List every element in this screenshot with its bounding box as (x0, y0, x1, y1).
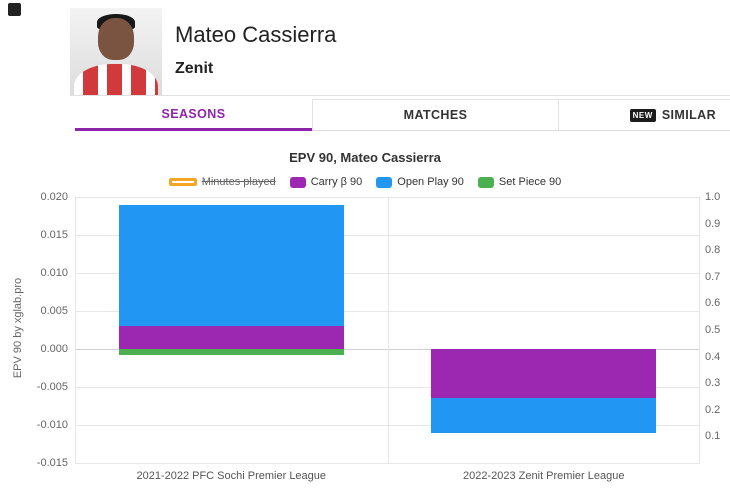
right-tick-label: 0.7 (705, 270, 721, 283)
legend-label: Minutes played (201, 176, 276, 188)
gridline-v (699, 197, 700, 463)
tab-matches-label: MATCHES (403, 108, 468, 122)
new-badge: NEW (629, 108, 656, 122)
chart-legend: Minutes played Carry β 90 Open Play 90 Set … (0, 176, 730, 188)
legend-swatch-icon (477, 176, 494, 188)
y-tick-label: 0.000 (40, 343, 68, 355)
bar-segment-carry-90[interactable] (431, 349, 657, 399)
x-axis-label: 2021-2022 PFC Sochi Premier League (136, 470, 327, 482)
legend-label: Open Play 90 (397, 176, 464, 188)
bar-segment-carry-90[interactable] (118, 326, 344, 349)
x-axis-label: 2022-2023 Zenit Premier League (463, 470, 625, 482)
legend-swatch-icon (289, 176, 306, 188)
legend-item-minutes-played[interactable]: Minutes played (168, 176, 276, 188)
app-logo-icon (8, 3, 21, 16)
legend-label: Set Piece 90 (498, 176, 562, 188)
tab-seasons-label: SEASONS (161, 106, 226, 121)
right-tick-label: 1.0 (705, 191, 721, 203)
tab-bar: SEASONS MATCHES NEW SIMILAR (75, 99, 730, 131)
y-tick-label: 0.015 (40, 229, 68, 241)
gridline-h (75, 463, 700, 464)
gridline-v (387, 197, 389, 463)
tab-similar-label: SIMILAR (661, 108, 716, 122)
legend-item-open-play-90[interactable]: Open Play 90 (376, 176, 464, 188)
bar-segment-open-play-90[interactable] (118, 204, 344, 327)
y-tick-label: -0.015 (36, 457, 68, 469)
photo-shirt (74, 64, 158, 96)
right-tick-label: 0.5 (705, 324, 721, 336)
y-tick-label: 0.010 (40, 267, 68, 279)
player-team: Zenit (175, 60, 214, 77)
right-tick-label: 0.3 (705, 377, 721, 390)
right-tick-label: 0.1 (705, 430, 721, 443)
tab-matches[interactable]: MATCHES (312, 99, 558, 131)
y-tick-label: -0.005 (36, 381, 68, 393)
photo-face (98, 18, 134, 60)
chart-title: EPV 90, Mateo Cassierra (289, 150, 441, 165)
plot-area (75, 197, 700, 464)
right-tick-label: 0.4 (705, 350, 721, 363)
legend-label: Carry β 90 (310, 176, 363, 188)
y-axis-right: 1.0 0.9 0.8 0.7 0.6 0.5 0.4 0.3 0.2 0.1 (705, 191, 730, 463)
legend-swatch-icon (376, 176, 393, 188)
gridline-v (75, 197, 76, 463)
legend-swatch-icon (168, 178, 197, 186)
player-photo (70, 8, 162, 96)
y-tick-label: 0.020 (40, 191, 68, 203)
right-tick-label: 0.6 (705, 297, 721, 310)
right-tick-label: 0.8 (705, 244, 721, 257)
player-name: Mateo Cassierra (175, 22, 337, 47)
legend-item-set-piece-90[interactable]: Set Piece 90 (477, 176, 562, 188)
right-tick-label: 0.2 (705, 403, 721, 416)
x-axis-labels: 2021-2022 PFC Sochi Premier League 2022-2… (75, 470, 700, 486)
tab-seasons[interactable]: SEASONS (75, 99, 312, 131)
legend-item-carry-90[interactable]: Carry β 90 (289, 176, 363, 188)
bar-segment-open-play-90[interactable] (431, 398, 657, 433)
y-tick-label: -0.010 (36, 419, 68, 431)
header-divider (70, 95, 730, 96)
right-tick-label: 0.9 (705, 217, 721, 230)
y-axis-left: -0.015 -0.010 -0.005 0.000 0.005 0.010 0.015 0.… (20, 191, 70, 469)
bar-segment-set-piece-90[interactable] (118, 349, 344, 356)
tab-similar[interactable]: NEW SIMILAR (558, 99, 730, 131)
y-tick-label: 0.005 (40, 305, 68, 317)
